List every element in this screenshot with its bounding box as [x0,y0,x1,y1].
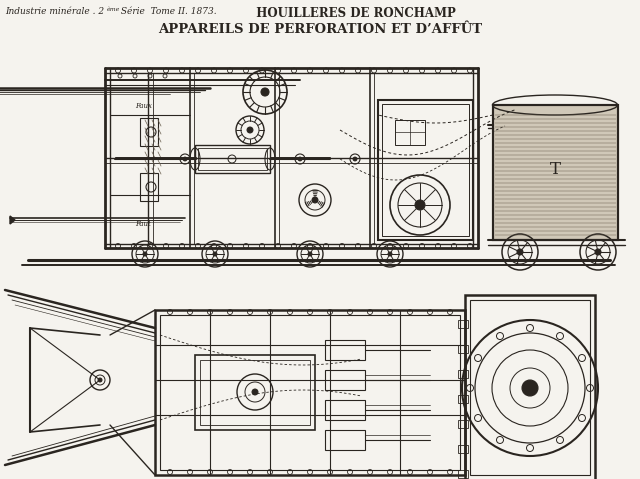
Bar [200,360,310,425]
Circle shape [353,157,357,161]
Bar [458,395,468,403]
Bar [493,105,618,240]
Circle shape [298,157,302,161]
Bar [458,345,468,353]
Circle shape [517,249,523,255]
Bar [195,355,315,430]
Text: HOUILLERES DE RONCHAMP: HOUILLERES DE RONCHAMP [248,7,456,20]
Bar [493,105,618,240]
Bar [325,400,365,420]
Text: T: T [550,161,561,179]
Bar [458,370,468,378]
Bar [458,470,468,478]
Circle shape [388,252,392,256]
Circle shape [98,378,102,382]
Circle shape [261,88,269,96]
Polygon shape [10,216,15,224]
Bar [325,430,365,450]
Circle shape [213,252,217,256]
Circle shape [595,249,601,255]
Bar [195,145,270,173]
Circle shape [415,200,425,210]
Bar [382,104,469,236]
Circle shape [312,197,318,203]
Bar [325,370,365,390]
Text: Faut: Faut [135,220,151,228]
Bar [378,100,473,240]
Circle shape [183,157,187,161]
Bar [155,310,465,475]
Bar [458,445,468,453]
Circle shape [252,389,258,395]
Text: Faux: Faux [135,102,152,110]
Bar [140,173,158,201]
Bar [458,420,468,428]
Circle shape [308,252,312,256]
Bar [140,118,158,146]
Bar [198,148,267,170]
Text: Industrie minérale . 2: Industrie minérale . 2 [5,7,104,16]
Circle shape [143,252,147,256]
Text: ème: ème [107,7,120,12]
Bar [465,295,595,479]
Bar [160,315,460,470]
Bar [470,300,590,475]
Text: Série  Tome II. 1873.: Série Tome II. 1873. [118,7,216,16]
Bar [395,120,425,145]
Circle shape [522,380,538,396]
Bar [325,340,365,360]
Circle shape [247,127,253,133]
Text: APPAREILS DE PERFORATION ET D’AFFÛT: APPAREILS DE PERFORATION ET D’AFFÛT [158,23,482,36]
Bar [458,320,468,328]
